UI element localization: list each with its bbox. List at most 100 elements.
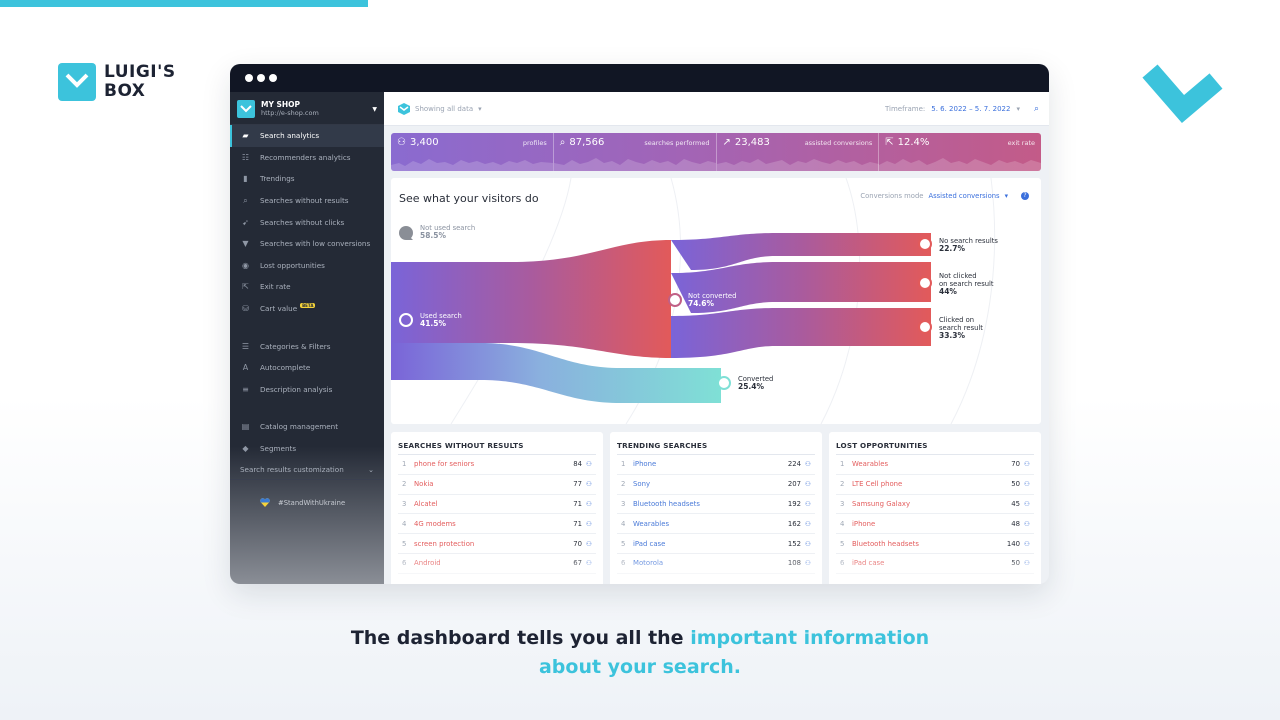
list-row[interactable]: 1 iPhone 224 ⚇	[617, 455, 815, 475]
window-dot[interactable]	[269, 74, 277, 82]
list-term[interactable]: Bluetooth headsets	[633, 499, 700, 508]
list-row[interactable]: 5 Bluetooth headsets 140 ⚇	[836, 534, 1034, 554]
user-icon[interactable]: ⚇	[805, 460, 811, 469]
cube-icon: ◆	[242, 444, 249, 454]
user-icon[interactable]: ⚇	[805, 480, 811, 489]
list-term[interactable]: 4G modems	[414, 519, 456, 528]
sidebar-item-lost-opportunities[interactable]: ◉ Lost opportunities	[230, 255, 384, 277]
sidebar-item-label: Search results customization	[240, 464, 344, 474]
list-row[interactable]: 5 iPad case 152 ⚇	[617, 534, 815, 554]
sidebar-item-searches-without-clicks[interactable]: ➹ Searches without clicks	[230, 211, 384, 233]
list-term[interactable]: iPad case	[852, 559, 885, 568]
list-term[interactable]: Bluetooth headsets	[852, 539, 919, 548]
help-icon[interactable]: ?	[1021, 192, 1029, 200]
user-icon[interactable]: ⚇	[586, 539, 592, 548]
shop-selector[interactable]: MY SHOP http://e-shop.com ▼	[230, 92, 384, 125]
node-not-converted[interactable]: Not converted 74.6%	[688, 292, 736, 308]
list-card-searches-without-results: SEARCHES WITHOUT RESULTS 1 phone for senio…	[391, 432, 603, 584]
list-row[interactable]: 1 phone for seniors 84 ⚇	[398, 455, 596, 475]
window-dot[interactable]	[257, 74, 265, 82]
list-row[interactable]: 6 Motorola 108 ⚇	[617, 554, 815, 574]
sidebar-item-cart-value[interactable]: ⛁ Cart value BETA	[230, 298, 384, 320]
list-term[interactable]: screen protection	[414, 539, 475, 548]
sidebar-item-autocomplete[interactable]: A Autocomplete	[230, 357, 384, 379]
stat-label: profiles	[522, 139, 547, 147]
timeframe-selector[interactable]: Timeframe: 5. 6. 2022 – 5. 7. 2022 ▾	[885, 105, 1020, 113]
node-converted[interactable]: Converted 25.4%	[738, 375, 773, 391]
data-scope-selector[interactable]: Showing all data ▾	[398, 102, 482, 115]
list-count: 84	[573, 460, 582, 469]
user-icon[interactable]: ⚇	[586, 499, 592, 508]
list-term[interactable]: Sony	[633, 480, 651, 489]
user-icon[interactable]: ⚇	[1024, 499, 1030, 508]
user-icon[interactable]: ⚇	[586, 460, 592, 469]
sidebar-item-searches-with-low-conversions[interactable]: ▼ Searches with low conversions	[230, 233, 384, 255]
user-icon[interactable]: ⚇	[805, 559, 811, 568]
stat-profiles[interactable]: ⚇ 3,400 profiles	[391, 133, 554, 171]
user-icon[interactable]: ⚇	[805, 519, 811, 528]
node-clicked[interactable]: Clicked on search result 33.3%	[939, 316, 983, 340]
list-row[interactable]: 2 LTE Cell phone 50 ⚇	[836, 475, 1034, 495]
list-term[interactable]: iPad case	[633, 539, 666, 548]
node-not-used-search[interactable]: Not used search 58.5%	[420, 224, 475, 240]
sidebar-item-trendings[interactable]: ▮ Trendings	[230, 168, 384, 190]
sidebar-item-search-analytics[interactable]: ▰ Search analytics	[230, 125, 384, 147]
list-term[interactable]: Samsung Galaxy	[852, 499, 911, 508]
stat-exit-rate[interactable]: ⇱ 12.4% exit rate	[879, 133, 1041, 171]
list-term[interactable]: Wearables	[852, 460, 889, 469]
user-icon[interactable]: ⚇	[1024, 480, 1030, 489]
sidebar-item-exit-rate[interactable]: ⇱ Exit rate	[230, 276, 384, 298]
stat-conversions[interactable]: ↗ 23,483 assisted conversions	[716, 133, 880, 171]
stat-searches[interactable]: ⌕ 87,566 searches performed	[553, 133, 717, 171]
user-icon[interactable]: ⚇	[805, 539, 811, 548]
node-used-search[interactable]: Used search 41.5%	[420, 312, 462, 328]
user-icon[interactable]: ⚇	[586, 480, 592, 489]
list-row[interactable]: 3 Samsung Galaxy 45 ⚇	[836, 495, 1034, 515]
list-row[interactable]: 4 4G modems 71 ⚇	[398, 514, 596, 535]
list-row[interactable]: 3 Bluetooth headsets 192 ⚇	[617, 495, 815, 515]
sidebar-item-categories-filters[interactable]: ☰ Categories & Filters	[230, 335, 384, 357]
user-icon[interactable]: ⚇	[1024, 539, 1030, 548]
node-not-clicked[interactable]: Not clicked on search result 44%	[939, 272, 994, 296]
list-term[interactable]: iPhone	[633, 460, 657, 469]
list-row[interactable]: 3 Alcatel 71 ⚇	[398, 495, 596, 515]
list-term[interactable]: LTE Cell phone	[852, 480, 903, 489]
list-row[interactable]: 1 Wearables 70 ⚇	[836, 455, 1034, 475]
conversions-mode-selector[interactable]: Conversions mode Assisted conversions ▾ …	[860, 192, 1029, 200]
sidebar-item-catalog-management[interactable]: ▤ Catalog management	[230, 416, 384, 438]
list-term[interactable]: Alcatel	[414, 499, 438, 508]
node-no-search-results[interactable]: No search results 22.7%	[939, 237, 998, 253]
user-icon[interactable]: ⚇	[805, 499, 811, 508]
list-count: 70	[1011, 460, 1020, 469]
sidebar-item-segments[interactable]: ◆ Segments	[230, 438, 384, 460]
list-row[interactable]: 6 iPad case 50 ⚇	[836, 554, 1034, 574]
list-row[interactable]: 4 Wearables 162 ⚇	[617, 514, 815, 535]
list-term[interactable]: Nokia	[414, 480, 434, 489]
window-dot[interactable]	[245, 74, 253, 82]
list-term[interactable]: Motorola	[633, 559, 664, 568]
user-icon[interactable]: ⚇	[586, 559, 592, 568]
list-row[interactable]: 2 Sony 207 ⚇	[617, 475, 815, 495]
list-term[interactable]: iPhone	[852, 519, 876, 528]
user-icon[interactable]: ⚇	[586, 519, 592, 528]
user-icon[interactable]: ⚇	[1024, 519, 1030, 528]
app-window: MY SHOP http://e-shop.com ▼ ▰ Search anal…	[230, 64, 1049, 584]
user-icon[interactable]: ⚇	[1024, 460, 1030, 469]
list-rank: 6	[840, 559, 845, 568]
user-icon[interactable]: ⚇	[1024, 559, 1030, 568]
sidebar-item-recommenders-analytics[interactable]: ☷ Recommenders analytics	[230, 147, 384, 169]
search-icon[interactable]: ⌕	[1033, 103, 1039, 114]
sidebar-item-label: Exit rate	[260, 282, 291, 292]
sidebar-item-customization[interactable]: Search results customization ⌄	[230, 459, 384, 481]
list-rank: 4	[402, 519, 407, 528]
list-row[interactable]: 4 iPhone 48 ⚇	[836, 514, 1034, 535]
list-row[interactable]: 6 Android 67 ⚇	[398, 554, 596, 574]
list-row[interactable]: 5 screen protection 70 ⚇	[398, 534, 596, 554]
sidebar-item-description-analysis[interactable]: ≡ Description analysis	[230, 379, 384, 401]
list-term[interactable]: phone for seniors	[414, 460, 475, 469]
sidebar-item-searches-without-results[interactable]: ⌕ Searches without results	[230, 190, 384, 212]
list-term[interactable]: Android	[414, 559, 441, 568]
list-row[interactable]: 2 Nokia 77 ⚇	[398, 475, 596, 495]
list-rank: 5	[621, 539, 626, 548]
list-term[interactable]: Wearables	[633, 519, 670, 528]
